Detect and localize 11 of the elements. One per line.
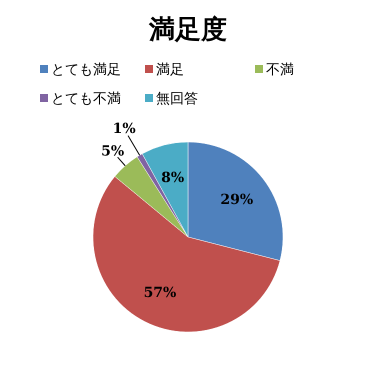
legend-label: とても満足 — [51, 62, 121, 78]
legend-label: 不満 — [266, 62, 294, 78]
data-label: 57% — [144, 285, 176, 302]
data-label: 8% — [161, 170, 184, 186]
data-label: 29% — [220, 192, 254, 208]
legend-label: とても不満 — [51, 91, 121, 107]
chart-title: 満足度 — [148, 15, 227, 45]
data-label: 1% — [112, 121, 136, 138]
data-label: 5% — [101, 143, 124, 160]
legend-label: 無回答 — [156, 91, 198, 107]
legend-label: 満足 — [156, 62, 184, 78]
